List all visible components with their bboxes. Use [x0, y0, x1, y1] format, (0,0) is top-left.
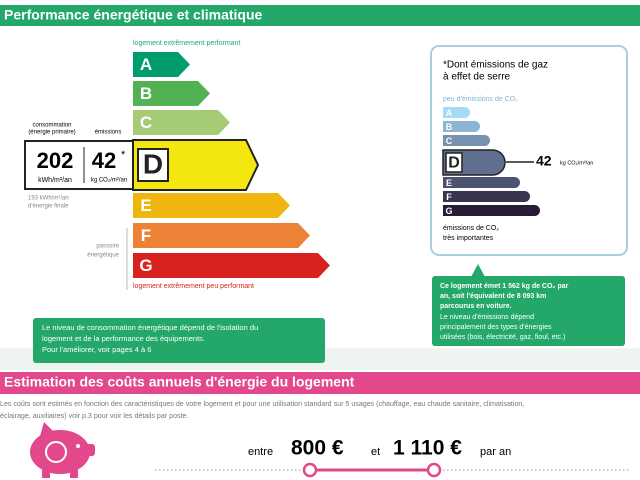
ghg-bottom-label: émissions de CO₂ [443, 225, 499, 232]
ghg-unit: kg CO₂/m²/an [560, 160, 593, 166]
per-year-label: par an [480, 446, 511, 458]
ghg-class-letter: E [446, 178, 452, 188]
piggy-snout [86, 444, 95, 456]
energy-class-bar [133, 110, 230, 135]
ghg-callout-line: utilisées (bois, électricité, gaz, fioul… [440, 334, 565, 341]
passoire-label: énergétique [87, 253, 119, 259]
energy-class-bar [133, 52, 190, 77]
piggy-coin [45, 441, 67, 463]
ghg-class-letter: D [448, 155, 460, 172]
ghg-class-bar [443, 205, 540, 216]
header-title: Performance énergétique et climatique [4, 7, 263, 23]
costs-description: éclairage, auxiliaires) voir p.3 pour vo… [0, 412, 188, 420]
ghg-note: *Dont émissions de gaz [443, 60, 548, 71]
ghg-box [430, 45, 628, 256]
ghg-top-label: peu d'émissions de CO₂ [443, 96, 518, 103]
ghg-class-bar [443, 135, 490, 146]
energy-class-badge [137, 148, 169, 182]
piggy-body [30, 430, 90, 474]
ghg-bottom-label: très importantes [443, 235, 494, 242]
energy-class-letter: C [140, 113, 152, 132]
ghg-class-letter: A [446, 108, 453, 118]
piggy-leg [70, 470, 78, 478]
ghg-class-letter: C [446, 136, 453, 146]
high-cost: 1 110 € [393, 437, 462, 460]
ghg-callout-line: Ce logement émet 1 562 kg de CO₂ par [440, 283, 569, 290]
consumption-value: 202 [37, 148, 74, 173]
emissions-unit: kg CO₂/m²/an [91, 178, 127, 184]
piggy-ear [40, 422, 54, 436]
ghg-callout-line: Le niveau d'émissions dépend [440, 314, 534, 321]
energy-top-label: logement extrêmement performant [133, 40, 240, 47]
energy-callout [33, 318, 325, 363]
ghg-class-bar [443, 191, 530, 202]
final-energy: d'énergie finale [28, 204, 69, 210]
energy-class-letter: D [143, 148, 163, 179]
energy-class-letter: F [141, 226, 151, 245]
cost-low-marker [302, 462, 318, 478]
energy-class-bar [133, 223, 310, 248]
callout-pointer [471, 264, 485, 277]
ghg-value: 42 [536, 153, 552, 169]
ghg-callout-text: Ce logement émet 1 562 kg de CO₂ par an,… [440, 283, 569, 341]
energy-class-bar [133, 81, 210, 106]
energy-class-letter: E [140, 196, 151, 215]
energy-note: logement et de la performance des équipe… [42, 334, 205, 343]
consumption-unit: kWh/m²/an [38, 177, 72, 184]
emissions-value: 42 [92, 148, 116, 173]
emissions-label: émissions [95, 130, 122, 136]
piggy-icon [30, 422, 95, 478]
from-label: entre [248, 446, 273, 458]
ghg-callout-line: an, soit l'équivalent de 8 093 km [440, 293, 546, 300]
ghg-callout [432, 276, 625, 346]
low-cost: 800 € [291, 437, 344, 460]
ghg-class-letter: F [446, 192, 452, 202]
ghg-class-letter: B [446, 122, 453, 132]
ghg-class-bar [443, 107, 471, 118]
costs-title: Estimation des coûts annuels d'énergie d… [4, 374, 355, 390]
ghg-class-bar [443, 177, 520, 188]
energy-note: Pour l'améliorer, voir pages 4 à 6 [42, 345, 151, 354]
ghg-callout-line: parcourus en voiture. [440, 303, 512, 310]
consumption-label: (énergie primaire) [28, 130, 75, 136]
energy-class-letter: B [140, 84, 152, 103]
piggy-leg [42, 470, 50, 478]
energy-class-bar [133, 193, 290, 218]
piggy-eye [76, 444, 80, 448]
header-bar [0, 5, 640, 26]
ghg-class-letter: G [445, 206, 452, 216]
costs-bar [0, 372, 640, 394]
ghg-class-badge [445, 152, 463, 173]
ghg-note: à effet de serre [443, 72, 511, 83]
cost-high-marker [426, 462, 442, 478]
and-label: et [371, 446, 380, 458]
ghg-callout-line: principalement des types d'énergies [440, 324, 552, 331]
energy-class-letter: A [140, 55, 152, 74]
passoire-label: passoire [96, 244, 119, 250]
emissions-star: * [121, 149, 126, 161]
energy-class-letter: G [139, 256, 152, 275]
final-energy: 193 kWh/m²/an [28, 196, 69, 202]
energy-class-bar [133, 253, 330, 278]
energy-bottom-label: logement extrêmement peu performant [133, 283, 254, 290]
ghg-class-bar [443, 121, 480, 132]
costs-description: Les coûts sont estimés en fonction des c… [0, 400, 524, 408]
energy-note: Le niveau de consommation énergétique dé… [42, 323, 258, 332]
consumption-label: consommation [32, 123, 71, 129]
